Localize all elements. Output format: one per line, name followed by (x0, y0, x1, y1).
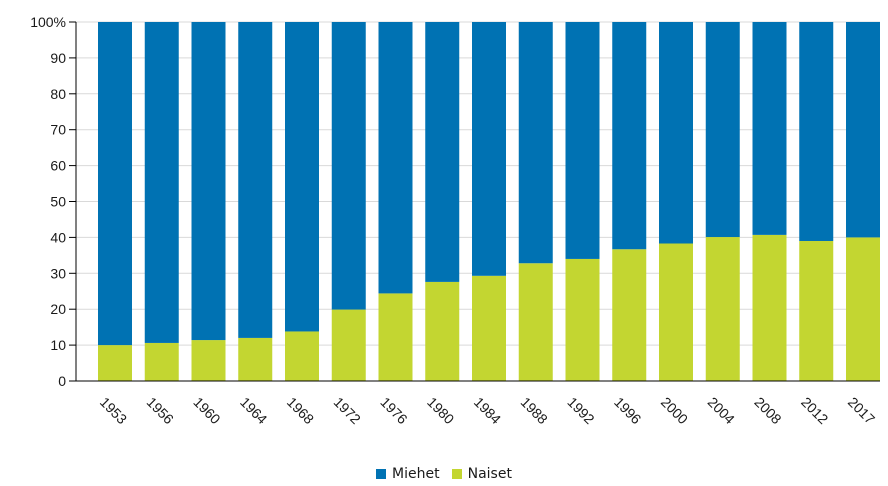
bar-naiset-2012 (799, 240, 834, 381)
bar-naiset-1953 (98, 345, 132, 381)
y-tick-label: 90 (50, 50, 66, 66)
x-tick-label: 1956 (144, 394, 177, 427)
legend-swatch-miehet (376, 469, 387, 479)
bar-miehet-1980 (425, 22, 460, 282)
bar-miehet-1984 (472, 22, 506, 276)
bar-naiset-1980 (425, 281, 460, 381)
bar-naiset-1956 (144, 342, 179, 381)
x-tick-label: 1968 (284, 394, 317, 427)
bar-miehet-1988 (518, 22, 553, 264)
x-tick-label: 1972 (331, 394, 364, 427)
bar-naiset-1972 (331, 309, 366, 381)
y-tick-label: 70 (50, 122, 66, 138)
x-tick-label: 1988 (518, 394, 551, 427)
bar-naiset-2017 (846, 237, 880, 381)
y-tick-label: 80 (50, 86, 66, 102)
bar-miehet-2017 (846, 22, 880, 238)
x-tick-label: 1992 (564, 394, 597, 427)
x-tick-label: 1964 (237, 394, 270, 427)
x-axis: 1953 1956 1960 1964 1968 1972 1976 1980 1984 1988… (76, 380, 880, 427)
x-tick-label: 1980 (424, 394, 457, 427)
x-tick-label: 2008 (751, 394, 784, 427)
bar-miehet-1953 (98, 22, 132, 346)
bar-naiset-1996 (612, 249, 647, 381)
y-tick-label: 30 (50, 265, 66, 281)
y-axis: 0 10 20 30 40 50 60 70 80 90 100% (30, 14, 77, 389)
bars (98, 22, 880, 381)
y-tick-label: 40 (50, 229, 66, 245)
bar-miehet-1992 (565, 22, 600, 259)
bar-miehet-2004 (705, 22, 740, 238)
legend-swatch-naiset (451, 469, 462, 479)
bar-miehet-2012 (799, 22, 834, 241)
y-tick-label: 50 (50, 194, 66, 210)
bar-naiset-1988 (518, 263, 553, 381)
x-tick-label: 1960 (190, 394, 223, 427)
y-tick-label: 60 (50, 158, 66, 174)
x-tick-label: 1984 (471, 394, 504, 427)
y-tick-label: 10 (50, 337, 66, 353)
x-tick-label: 1953 (97, 394, 130, 427)
bar-naiset-1976 (378, 293, 413, 381)
x-tick-label: 2004 (705, 394, 738, 427)
bar-naiset-2004 (705, 237, 740, 381)
bar-naiset-2000 (659, 243, 693, 381)
bar-naiset-1992 (565, 258, 600, 381)
bar-miehet-1964 (238, 22, 273, 338)
bar-miehet-1996 (612, 22, 647, 250)
legend-label-miehet: Miehet (392, 466, 440, 482)
y-tick-label: 100% (30, 14, 66, 30)
x-tick-label: 2017 (845, 394, 878, 427)
legend-item-miehet: Miehet (376, 466, 440, 482)
y-tick-label: 20 (50, 301, 66, 317)
bar-naiset-1968 (285, 331, 319, 381)
bar-miehet-1972 (331, 22, 366, 310)
bar-naiset-2008 (752, 234, 787, 381)
bar-naiset-1960 (191, 340, 226, 381)
legend-label-naiset: Naiset (467, 466, 512, 482)
x-tick-label: 1996 (611, 394, 644, 427)
legend-item-naiset: Naiset (451, 466, 512, 482)
bar-miehet-2000 (659, 22, 693, 244)
x-tick-label: 2000 (658, 394, 691, 427)
bar-miehet-1968 (285, 22, 319, 332)
bar-miehet-2008 (752, 22, 787, 235)
x-tick-label: 1976 (377, 394, 410, 427)
bar-naiset-1964 (238, 337, 273, 381)
bar-naiset-1984 (472, 275, 506, 381)
x-tick-label: 2012 (798, 394, 831, 427)
y-tick-label: 0 (58, 373, 66, 389)
bar-miehet-1956 (144, 22, 179, 343)
bar-miehet-1976 (378, 22, 413, 294)
bar-miehet-1960 (191, 22, 226, 341)
legend: Miehet Naiset (0, 466, 888, 482)
